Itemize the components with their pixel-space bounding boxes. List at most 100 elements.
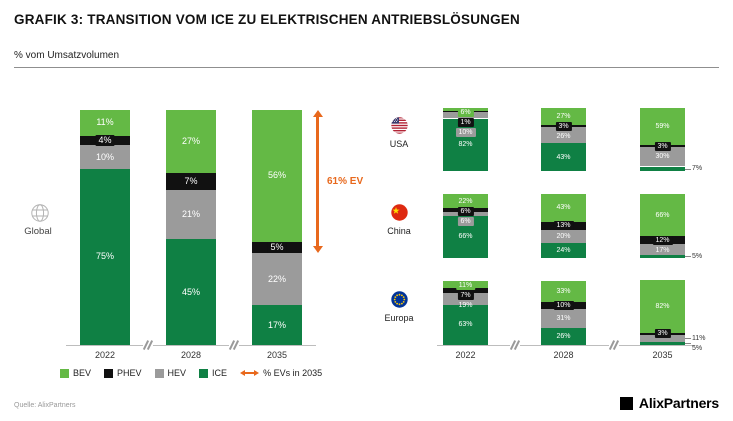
ev-percentage-label: 61% EV (327, 175, 364, 187)
figure-title: GRAFIK 3: TRANSITION VOM ICE ZU ELEKTRIS… (14, 12, 520, 27)
header-divider (14, 67, 719, 68)
segment-value-label: 26% (556, 132, 571, 140)
legend-label: BEV (73, 368, 92, 378)
global-axis-year: 2028 (180, 350, 202, 360)
segment-value-label: 56% (267, 170, 286, 181)
segment-value-label: 22% (267, 273, 286, 284)
segment-value-label: 12% (652, 235, 673, 245)
callout-leader-line (685, 343, 691, 345)
usa-bar-2022: 6% 1% 10% 82% (443, 107, 488, 171)
legend-item-phev: PHEV (104, 368, 142, 378)
segment-value-label: 19% (458, 302, 473, 309)
logo-text: AlixPartners (638, 395, 719, 411)
eu-flag-icon (390, 291, 408, 308)
bev-segment (80, 110, 130, 136)
segment-value-label: 6% (457, 216, 474, 226)
segment-value-label: 3% (654, 141, 671, 151)
segment-value-label: 27% (556, 112, 571, 120)
region-block-usa: USA (379, 117, 419, 149)
bev-segment (640, 194, 685, 237)
ice-segment (443, 304, 488, 345)
legend-label: HEV (167, 368, 187, 378)
legend-item-ev-arrow: % EVs in 2035 (240, 368, 322, 378)
segment-value-label: 10% (95, 151, 114, 162)
hev-segment (166, 189, 216, 240)
region-block-europa: Europa (379, 291, 419, 323)
ice-swatch-icon (199, 368, 209, 378)
bev-segment (640, 280, 685, 333)
legend-item-ice: ICE (199, 368, 227, 378)
callout-leader-line (685, 256, 691, 258)
arrow-head-up (312, 110, 323, 117)
region-name: China (387, 226, 411, 236)
bev-segment (443, 194, 488, 209)
global-bar-2035: 56% 5% 22% 17% (252, 110, 302, 345)
global-region-block: Global (16, 203, 60, 237)
ice-segment (80, 168, 130, 345)
segment-value-label: 20% (556, 232, 571, 240)
segment-value-label: 43% (556, 204, 571, 212)
legend-label: % EVs in 2035 (263, 368, 323, 378)
segment-value-label: 5% (267, 241, 287, 253)
global-label-text: Global (24, 226, 52, 237)
segment-value-label: 3% (654, 329, 671, 339)
phev-segment (443, 288, 488, 293)
axis-break-mark (509, 340, 520, 350)
region-name: USA (389, 139, 409, 149)
region-block-china: China (379, 204, 419, 236)
segment-value-label: 30% (655, 153, 670, 161)
segment-value-label: 82% (655, 303, 670, 311)
bev-segment (252, 110, 302, 242)
ice-segment (166, 239, 216, 345)
global-bar-2028: 27% 7% 21% 45% (166, 110, 216, 345)
segment-callout-label: 7% (692, 165, 703, 173)
segment-value-label: 7% (457, 291, 474, 300)
ice-segment (640, 341, 685, 345)
china-bar-2035: 66% 12% 17% 5% (640, 194, 702, 260)
global-axis-year: 2035 (266, 350, 288, 360)
ice-segment (640, 254, 685, 258)
usa-flag-icon (390, 117, 408, 134)
segment-value-label: 27% (181, 136, 200, 147)
europa-bar-2028: 33% 10% 31% 26% (541, 281, 586, 345)
global-bar-2022: 11% 4% 10% 75% (80, 110, 130, 345)
hev-swatch-icon (154, 368, 164, 378)
ice-segment (541, 328, 586, 345)
global-axis-line (66, 345, 316, 346)
legend-item-hev: HEV (154, 368, 187, 378)
segment-callout-label: 5% (692, 344, 703, 352)
legend-label: PHEV (117, 368, 142, 378)
segment-value-label: 11% (455, 281, 476, 290)
segment-value-label: 17% (655, 246, 670, 254)
ev-arrow-icon (240, 370, 260, 376)
hev-segment (541, 229, 586, 243)
segment-value-label: 13% (553, 221, 574, 231)
segment-callout-label: 5% (692, 252, 703, 260)
phev-segment (166, 173, 216, 190)
segment-value-label: 82% (458, 141, 473, 149)
segment-value-label: 6% (457, 206, 474, 216)
europa-bar-2022: 11% 7% 19% 63% (443, 281, 488, 345)
segment-value-label: 63% (458, 321, 473, 329)
ice-segment (252, 305, 302, 345)
segment-value-label: 75% (95, 251, 114, 262)
segment-value-label: 17% (267, 319, 286, 330)
legend-label: ICE (212, 368, 228, 378)
segment-value-label: 10% (455, 127, 476, 137)
alixpartners-logo: AlixPartners (619, 395, 719, 411)
hev-segment (640, 147, 685, 167)
hev-segment (80, 145, 130, 169)
bev-segment (541, 107, 586, 125)
segment-value-label: 4% (95, 135, 115, 147)
usa-bar-2028: 27% 3% 26% 43% (541, 107, 586, 171)
arrow-shaft (316, 117, 319, 247)
regions-axis-year: 2022 (455, 350, 476, 360)
regions-axis-line (437, 345, 695, 346)
ice-segment (541, 143, 586, 171)
segment-callout-label: 11% (692, 334, 706, 342)
logo-mark-icon (619, 396, 633, 410)
segment-value-label: 45% (181, 286, 200, 297)
